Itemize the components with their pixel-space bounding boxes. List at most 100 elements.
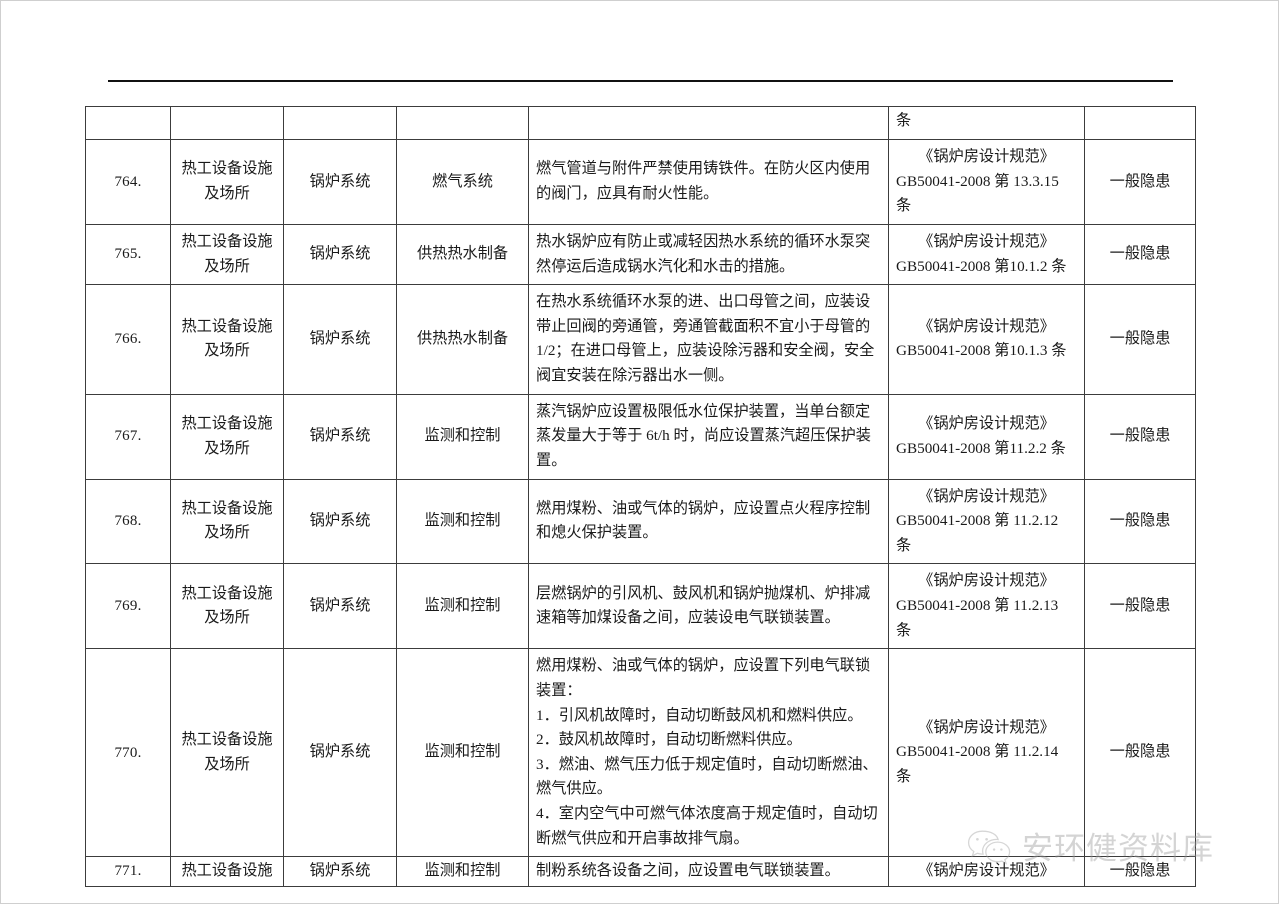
description-line: 3．燃油、燃气压力低于规定值时，自动切断燃油、燃气供应。 [536,755,878,798]
cell-level: 一般隐患 [1084,478,1196,565]
cell-standard: 《锅炉房设计规范》 GB50041-2008 第 13.3.15 条 [888,139,1085,225]
cell-system: 锅炉系统 [283,563,397,650]
cell-category [170,106,284,140]
cell-category: 热工设备设施及场所 [170,284,284,395]
cell-level: 一般隐患 [1084,648,1196,858]
cell-description: 制粉系统各设备之间，应设置电气联锁装置。 [528,856,889,887]
page-header-rule [108,80,1173,82]
cell-subsystem: 监测和控制 [396,648,529,858]
cell-subsystem: 供热热水制备 [396,223,529,286]
cell-subsystem: 供热热水制备 [396,284,529,395]
description-line: 1．引风机故障时，自动切断鼓风机和燃料供应。 [536,706,863,724]
cell-description: 燃气管道与附件严禁使用铸铁件。在防火区内使用的阀门，应具有耐火性能。 [528,139,889,225]
cell-standard: 《锅炉房设计规范》 GB50041-2008 第10.1.2 条 [888,223,1085,286]
standard-title: 《锅炉房设计规范》 [918,862,1055,880]
cell-standard: 《锅炉房设计规范》 GB50041-2008 第10.1.3 条 [888,284,1085,395]
cell-level: 一般隐患 [1084,223,1196,286]
cell-subsystem: 监测和控制 [396,393,529,480]
watermark: 安环健资料库 [966,828,1214,868]
cell-level: 一般隐患 [1084,393,1196,480]
standard-title: 《锅炉房设计规范》 [918,487,1055,505]
standard-title: 《锅炉房设计规范》 [918,572,1055,590]
cell-number: 768. [85,478,171,565]
cell-standard: 《锅炉房设计规范》 [888,856,1085,887]
cell-subsystem: 监测和控制 [396,478,529,565]
description-line: 燃用煤粉、油或气体的锅炉，应设置下列电气联锁装置： [536,657,871,699]
cell-number: 765. [85,223,171,286]
standard-tail: 条 [896,197,912,215]
standard-title: 《锅炉房设计规范》 [918,414,1055,432]
watermark-text: 安环健资料库 [1022,830,1214,866]
cell-number: 771. [85,856,171,887]
table-row: 766. 热工设备设施及场所 锅炉系统 供热热水制备 在热水系统循环水泵的进、出… [85,284,1196,395]
cell-description: 蒸汽锅炉应设置极限低水位保护装置，当单台额定蒸发量大于等于 6t/h 时，尚应设… [528,393,889,480]
cell-system: 锅炉系统 [283,856,397,887]
standard-code: GB50041-2008 第 11.2.13 [896,597,1059,614]
cell-number: 766. [85,284,171,395]
table-row: 770. 热工设备设施及场所 锅炉系统 监测和控制 燃用煤粉、油或气体的锅炉，应… [85,648,1196,858]
cell-description: 在热水系统循环水泵的进、出口母管之间，应装设带止回阀的旁通管，旁通管截面积不宜小… [528,284,889,395]
wechat-icon [967,830,1011,865]
cell-level [1084,106,1196,140]
table-row: 767. 热工设备设施及场所 锅炉系统 监测和控制 蒸汽锅炉应设置极限低水位保护… [85,393,1196,480]
cell-number: 769. [85,563,171,650]
cell-category: 热工设备设施及场所 [170,563,284,650]
cell-subsystem: 监测和控制 [396,563,529,650]
cell-number: 764. [85,139,171,225]
standard-title: 《锅炉房设计规范》 [918,718,1055,736]
standard-tail: 条 [896,768,912,786]
cell-level: 一般隐患 [1084,284,1196,395]
table-row-continuation: 条 [85,106,1196,140]
cell-description: 热水锅炉应有防止或减轻因热水系统的循环水泵突然停运后造成锅水汽化和水击的措施。 [528,223,889,286]
cell-standard: 《锅炉房设计规范》 GB50041-2008 第 11.2.14 条 [888,648,1085,858]
standard-code: GB50041-2008 第 11.2.12 [896,512,1059,530]
table-row: 771. 热工设备设施 锅炉系统 监测和控制 制粉系统各设备之间，应设置电气联锁… [85,856,1196,887]
standard-code: GB50041-2008 第 13.3.15 [896,172,1059,190]
cell-category: 热工设备设施及场所 [170,393,284,480]
table-row: 768. 热工设备设施及场所 锅炉系统 监测和控制 燃用煤粉、油或气体的锅炉，应… [85,478,1196,565]
cell-level: 一般隐患 [1084,856,1196,887]
cell-level: 一般隐患 [1084,563,1196,650]
cell-number [85,106,171,140]
cell-standard: 《锅炉房设计规范》 GB50041-2008 第11.2.2 条 [888,393,1085,480]
cell-system: 锅炉系统 [283,139,397,225]
hazard-table: 条 764. 热工设备设施及场所 锅炉系统 燃气系统 燃气管道与附件严禁使用铸铁… [85,106,1196,887]
cell-system [283,106,397,140]
standard-code: GB50041-2008 第10.1.3 条 [896,342,1067,360]
standard-title: 《锅炉房设计规范》 [918,148,1055,165]
cell-category: 热工设备设施及场所 [170,478,284,565]
cell-level: 一般隐患 [1084,139,1196,225]
cell-subsystem: 燃气系统 [396,139,529,225]
table-row: 769. 热工设备设施及场所 锅炉系统 监测和控制 层燃锅炉的引风机、鼓风机和锅… [85,563,1196,650]
cell-category: 热工设备设施 [170,856,284,887]
hazard-table-body: 条 764. 热工设备设施及场所 锅炉系统 燃气系统 燃气管道与附件严禁使用铸铁… [85,106,1196,887]
cell-description [528,106,889,140]
cell-standard: 《锅炉房设计规范》 GB50041-2008 第 11.2.12 条 [888,478,1085,565]
cell-system: 锅炉系统 [283,478,397,565]
cell-system: 锅炉系统 [283,223,397,286]
cell-number: 767. [85,393,171,480]
standard-code: GB50041-2008 第10.1.2 条 [896,257,1067,275]
cell-subsystem [396,106,529,140]
cell-system: 锅炉系统 [283,648,397,858]
table-row: 764. 热工设备设施及场所 锅炉系统 燃气系统 燃气管道与附件严禁使用铸铁件。… [85,139,1196,225]
standard-code: GB50041-2008 第11.2.2 条 [896,439,1066,457]
cell-category: 热工设备设施及场所 [170,139,284,225]
cell-description: 燃用煤粉、油或气体的锅炉，应设置点火程序控制和熄火保护装置。 [528,478,889,565]
cell-category: 热工设备设施及场所 [170,223,284,286]
standard-code: GB50041-2008 第 11.2.14 [896,743,1059,761]
cell-standard: 条 [888,106,1085,140]
standard-tail: 条 [896,536,912,554]
standard-title: 《锅炉房设计规范》 [918,232,1055,250]
description-line: 2．鼓风机故障时，自动切断燃料供应。 [536,731,802,749]
hazard-table-container: 条 764. 热工设备设施及场所 锅炉系统 燃气系统 燃气管道与附件严禁使用铸铁… [85,106,1196,887]
cell-subsystem: 监测和控制 [396,856,529,887]
standard-tail: 条 [896,621,912,639]
cell-number: 770. [85,648,171,858]
cell-standard: 《锅炉房设计规范》 GB50041-2008 第 11.2.13 条 [888,563,1085,650]
cell-category: 热工设备设施及场所 [170,648,284,858]
cell-system: 锅炉系统 [283,393,397,480]
standard-title: 《锅炉房设计规范》 [918,317,1055,335]
table-row: 765. 热工设备设施及场所 锅炉系统 供热热水制备 热水锅炉应有防止或减轻因热… [85,223,1196,286]
